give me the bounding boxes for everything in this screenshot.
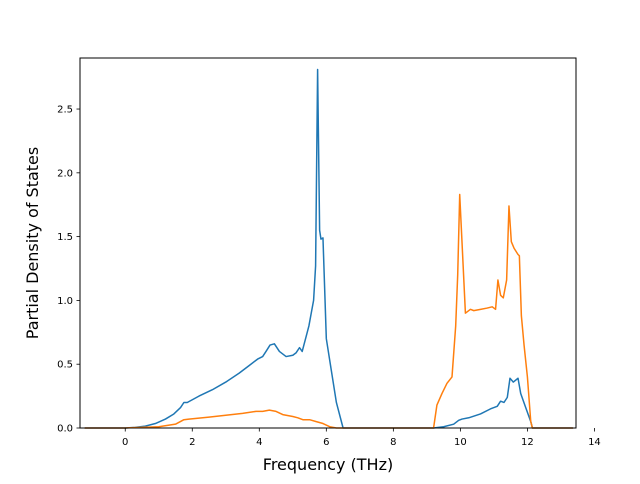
x-tick-label: 0: [122, 437, 128, 448]
y-tick-label: 1.5: [57, 232, 73, 243]
series-1-line: [84, 68, 574, 429]
y-tick-label: 1.0: [57, 296, 73, 307]
x-tick-label: 12: [521, 437, 534, 448]
x-tick-label: 2: [189, 437, 195, 448]
x-tick-label: 6: [323, 437, 329, 448]
x-tick-label: 8: [390, 437, 396, 448]
y-axis-ticks: 0.0 0.5 1.0 1.5 2.0 2.5: [57, 105, 80, 435]
series-lines: [84, 68, 574, 429]
x-tick-label: 10: [454, 437, 467, 448]
y-tick-label: 2.5: [57, 105, 73, 116]
y-axis-label: Partial Density of States: [23, 147, 42, 339]
plot-frame: [79, 57, 577, 429]
x-tick-label: 4: [256, 437, 262, 448]
y-tick-label: 0.0: [57, 424, 73, 435]
y-tick-label: 2.0: [57, 168, 73, 179]
series-2-line: [84, 193, 574, 429]
x-tick-label: 14: [588, 437, 601, 448]
x-axis-ticks: 0 2 4 6 8 10 12 14: [122, 428, 601, 448]
x-axis-label: Frequency (THz): [263, 455, 393, 474]
y-tick-label: 0.5: [57, 360, 73, 371]
